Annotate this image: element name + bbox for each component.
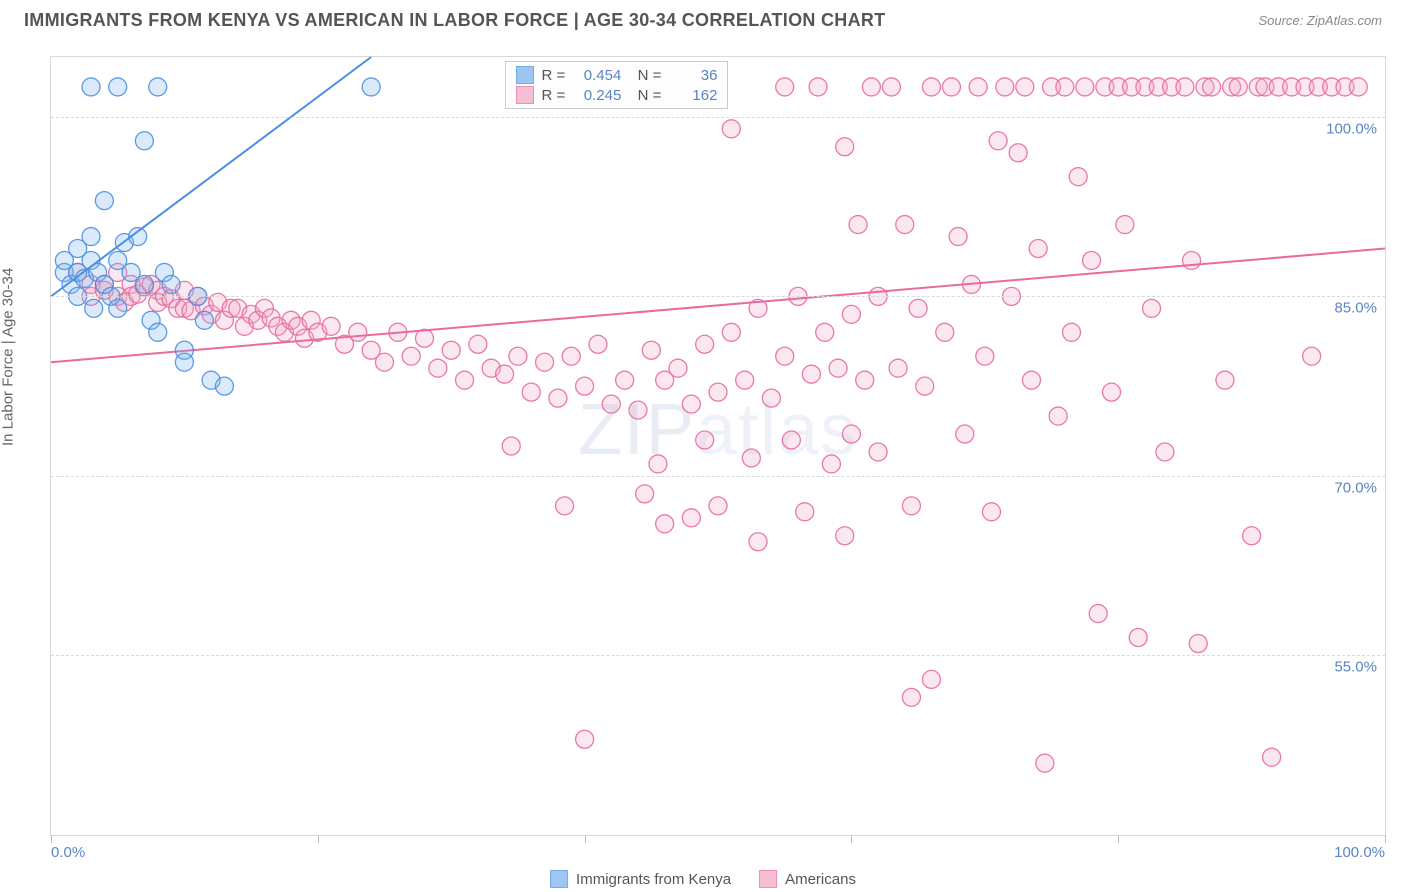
- series-legend: Immigrants from Kenya Americans: [550, 870, 856, 888]
- swatch-kenya: [516, 66, 534, 84]
- scatter-svg: [51, 57, 1385, 835]
- legend-americans-n: 162: [669, 87, 717, 104]
- legend-label-kenya: Immigrants from Kenya: [576, 871, 731, 888]
- correlation-legend: R = 0.454 N = 36 R = 0.245 N = 162: [505, 61, 729, 109]
- legend-item-kenya: Immigrants from Kenya: [550, 870, 731, 888]
- legend-kenya-n: 36: [669, 67, 717, 84]
- legend-r-label: R =: [542, 87, 566, 104]
- x-tick-label: 100.0%: [1334, 844, 1385, 861]
- swatch-americans-bottom: [759, 870, 777, 888]
- y-tick-label: 70.0%: [1334, 479, 1377, 496]
- legend-americans-r: 0.245: [573, 87, 621, 104]
- chart-plot-area: ZIPatlas R = 0.454 N = 36 R = 0.245 N = …: [50, 56, 1386, 836]
- legend-kenya-r: 0.454: [573, 67, 621, 84]
- y-tick-label: 55.0%: [1334, 659, 1377, 676]
- legend-row-americans: R = 0.245 N = 162: [516, 86, 718, 104]
- source-label: Source: ZipAtlas.com: [1258, 13, 1382, 28]
- legend-r-label: R =: [542, 67, 566, 84]
- chart-title: IMMIGRANTS FROM KENYA VS AMERICAN IN LAB…: [24, 10, 885, 31]
- y-axis-title: In Labor Force | Age 30-34: [0, 268, 17, 446]
- x-tick-label: 0.0%: [51, 844, 85, 861]
- legend-item-americans: Americans: [759, 870, 856, 888]
- y-tick-label: 100.0%: [1326, 120, 1377, 137]
- legend-n-label: N =: [629, 87, 661, 104]
- y-tick-label: 85.0%: [1334, 300, 1377, 317]
- legend-label-americans: Americans: [785, 871, 856, 888]
- legend-n-label: N =: [629, 67, 661, 84]
- swatch-americans: [516, 86, 534, 104]
- legend-row-kenya: R = 0.454 N = 36: [516, 66, 718, 84]
- swatch-kenya-bottom: [550, 870, 568, 888]
